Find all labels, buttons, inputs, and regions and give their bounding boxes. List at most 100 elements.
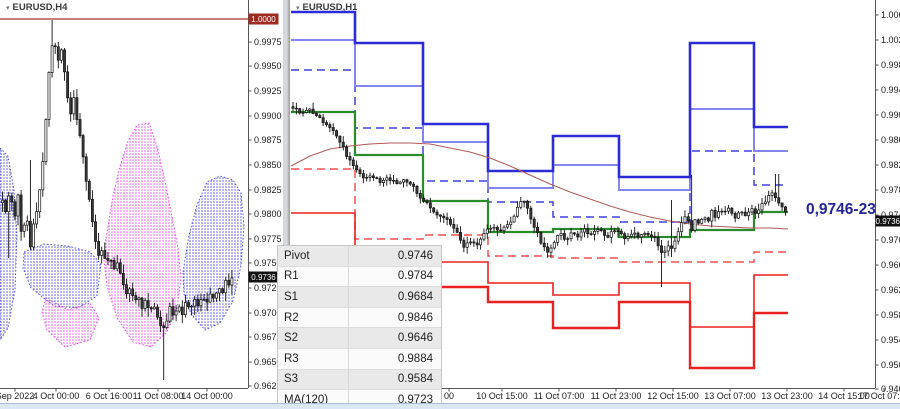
level-value: 0.9646: [397, 332, 433, 345]
y-axis-label: 0.9985: [881, 60, 900, 70]
y-axis-label: 0.9905: [881, 110, 900, 120]
y-axis-label: 0.9775: [254, 234, 282, 244]
x-axis-label: 14 Oct 00:00: [181, 391, 233, 401]
pivot-line: [291, 110, 788, 239]
level-value: 0.9784: [397, 270, 433, 283]
candles: [291, 101, 787, 287]
y-axis-label: 0.9945: [881, 85, 900, 95]
svg-text:0.9736: 0.9736: [251, 273, 276, 282]
x-axis-label: 10 Oct 15:00: [476, 391, 528, 401]
svg-text:1.0000: 1.0000: [251, 15, 276, 24]
left-chart-title: ▾ EURUSD,H4: [6, 2, 67, 13]
s1-dashed-line: [291, 168, 788, 263]
y-axis-label: 0.9825: [254, 185, 282, 195]
status-bar-strip: [0, 403, 900, 409]
level-value: 0.9746: [397, 249, 433, 262]
h1-chart-canvas[interactable]: 1.0065 1.0025 0.9985 0.9945 0.9905 0.9865 0.98…: [290, 0, 900, 403]
current-quote-label: 0,9746-23: [806, 201, 876, 218]
y-axis-label: 0.9875: [254, 135, 282, 145]
table-row: S3 0.9584: [278, 369, 441, 391]
y-axis-label: 0.9850: [254, 160, 282, 170]
level-name: S3: [278, 369, 349, 390]
y-axis-label: 0.9865: [881, 135, 900, 145]
y-axis-label: 0.9745: [881, 210, 900, 220]
y-axis-label: 0.9675: [254, 332, 282, 342]
y-axis-label: 0.9785: [881, 185, 900, 195]
right-chart-title: ▾ EURUSD,H1: [296, 2, 357, 13]
h4-chart-canvas[interactable]: 0.9975 0.9950 0.9925 0.9900 0.9875 0.9850 0.98…: [0, 0, 283, 403]
y-axis-label: 0.9950: [254, 61, 282, 71]
table-row: S2 0.9646: [278, 328, 441, 349]
y-axis-label: 0.9585: [881, 310, 900, 320]
y-axis-label: 0.9825: [881, 160, 900, 170]
x-axis-label: 17 Oct 07:00: [858, 391, 900, 401]
y-axis-label: 0.9465: [881, 384, 900, 394]
y-axis-label: 0.9975: [254, 37, 282, 47]
y-axis-label: 0.9545: [881, 335, 900, 345]
x-axis-label: Sep 2022: [0, 391, 34, 401]
level-name: S2: [278, 328, 349, 348]
level-value: 0.9884: [397, 352, 433, 365]
collapse-icon[interactable]: ▾: [296, 4, 300, 12]
r2-line: [291, 39, 788, 191]
table-row: MA(120) 0.9723: [278, 390, 441, 409]
x-axis-label: 6 Oct 16:00: [86, 391, 133, 401]
level-value: 0.9584: [397, 373, 433, 386]
y-axis-label: 0.9505: [881, 360, 900, 370]
price-tag: 0.9736: [875, 215, 900, 227]
price-tag: 1.0000: [248, 13, 279, 25]
y-axis-label: 0.9625: [254, 381, 282, 391]
y-axis-label: 0.9750: [254, 258, 282, 268]
table-row: Pivot 0.9746: [278, 246, 441, 267]
ma-curve: [290, 142, 789, 230]
level-name: R3: [278, 348, 349, 369]
blue-dotted-cloud: [182, 175, 245, 331]
x-axis-label: 13 Oct 23:00: [761, 391, 813, 401]
table-row: R1 0.9784: [278, 266, 441, 288]
magenta-dotted-cloud: [41, 297, 100, 348]
left-chart-panel[interactable]: 0.9975 0.9950 0.9925 0.9900 0.9875 0.9850 0.98…: [0, 0, 283, 403]
x-axis-label: 00: [444, 391, 454, 401]
level-value: 0.9846: [397, 311, 433, 324]
symbol-period-label: EURUSD,H1: [302, 2, 358, 13]
y-axis-label: 0.9900: [254, 111, 282, 121]
y-axis-label: 1.0025: [881, 35, 900, 45]
collapse-icon[interactable]: ▾: [6, 4, 10, 12]
svg-text:0.9736: 0.9736: [876, 217, 900, 226]
candles: [1, 20, 234, 380]
symbol-period-label: EURUSD,H4: [12, 2, 68, 13]
x-axis-label: 14 Oct 15:00: [818, 391, 870, 401]
price-tag: 0.9736: [248, 271, 279, 283]
y-axis-label: 0.9705: [881, 235, 900, 245]
level-name: R1: [278, 266, 349, 287]
level-name: Pivot: [278, 246, 349, 266]
level-name: R2: [278, 307, 349, 328]
x-axis-label: 12 Oct 15:00: [647, 391, 699, 401]
x-axis-label: 13 Oct 07:00: [704, 391, 756, 401]
r3-line: [291, 10, 788, 179]
level-value: 0.9723: [397, 393, 433, 406]
y-axis-label: 0.9625: [881, 285, 900, 295]
indicator-clouds: [0, 122, 245, 348]
level-name: S1: [278, 287, 349, 307]
blue-dotted-cloud: [22, 243, 102, 309]
y-axis-label: 0.9650: [254, 357, 282, 367]
pivot-levels-table: Pivot 0.9746 R1 0.9784 S1 0.9684 R2 0.9846 S2 0.9…: [277, 245, 442, 409]
y-axis-label: 1.0065: [881, 10, 900, 20]
y-axis-label: 0.9725: [254, 283, 282, 293]
y-axis-label: 0.9665: [881, 260, 900, 270]
y-axis-label: 0.9800: [254, 209, 282, 219]
r1-dashed-line: [291, 69, 788, 223]
level-name: MA(120): [278, 390, 349, 409]
x-axis-label: 11 Oct 23:00: [591, 391, 642, 401]
x-axis-label: 4 Oct 00:00: [33, 391, 80, 401]
table-row: R3 0.9884: [278, 348, 441, 370]
x-axis-label: 11 Oct 08:00: [133, 391, 184, 401]
table-row: S1 0.9684: [278, 287, 441, 308]
y-axis-label: 0.9700: [254, 308, 282, 318]
table-row: R2 0.9846: [278, 307, 441, 329]
y-axis-label: 0.9925: [254, 86, 282, 96]
magenta-dotted-cloud: [103, 122, 182, 348]
x-axis-label: 11 Oct 07:00: [534, 391, 585, 401]
